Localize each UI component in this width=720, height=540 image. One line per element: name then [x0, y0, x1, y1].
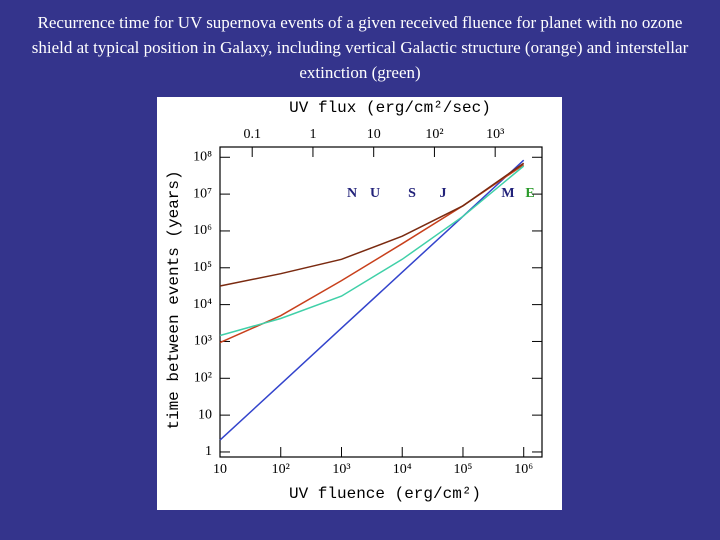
annotation: J: [440, 186, 447, 201]
x-tick-label: 10²: [272, 462, 290, 477]
annotation: U: [370, 186, 380, 201]
x-axis-title: UV fluence (erg/cm²): [289, 485, 481, 503]
x2-tick-label: 10: [367, 127, 381, 142]
chart-background: [157, 97, 562, 510]
x2-tick-label: 10³: [486, 127, 504, 142]
x-tick-label: 10⁶: [514, 462, 533, 477]
annotation: M: [501, 186, 514, 201]
slide-title: Recurrence time for UV supernova events …: [31, 13, 689, 82]
y-tick-label: 10⁵: [193, 260, 212, 275]
annotation: S: [408, 186, 416, 201]
x2-tick-label: 1: [309, 127, 316, 142]
annotation: N: [347, 186, 357, 201]
annotation: E: [525, 186, 534, 201]
y-tick-label: 10²: [194, 371, 212, 386]
series-line: [219, 162, 525, 287]
y-tick-label: 1: [205, 444, 212, 459]
x2-axis-title: UV flux (erg/cm²/sec): [289, 99, 491, 117]
y-tick-label: 10⁷: [193, 186, 212, 201]
x2-tick-label: 10²: [425, 127, 443, 142]
y-tick-label: 10⁸: [193, 149, 212, 164]
x2-tick-label: 0.1: [243, 127, 261, 142]
x-tick-label: 10: [213, 462, 227, 477]
y-axis-title: time between events (years): [165, 170, 183, 429]
y-tick-label: 10: [198, 407, 212, 422]
y-tick-label: 10⁴: [193, 297, 212, 312]
y-tick-label: 10³: [194, 334, 212, 349]
plot-frame: [219, 146, 543, 458]
y-tick-label: 10⁶: [193, 223, 212, 238]
x-tick-label: 10⁴: [393, 462, 412, 477]
x-tick-label: 10³: [332, 462, 350, 477]
x-tick-label: 10⁵: [454, 462, 473, 477]
series-line: [219, 165, 525, 337]
